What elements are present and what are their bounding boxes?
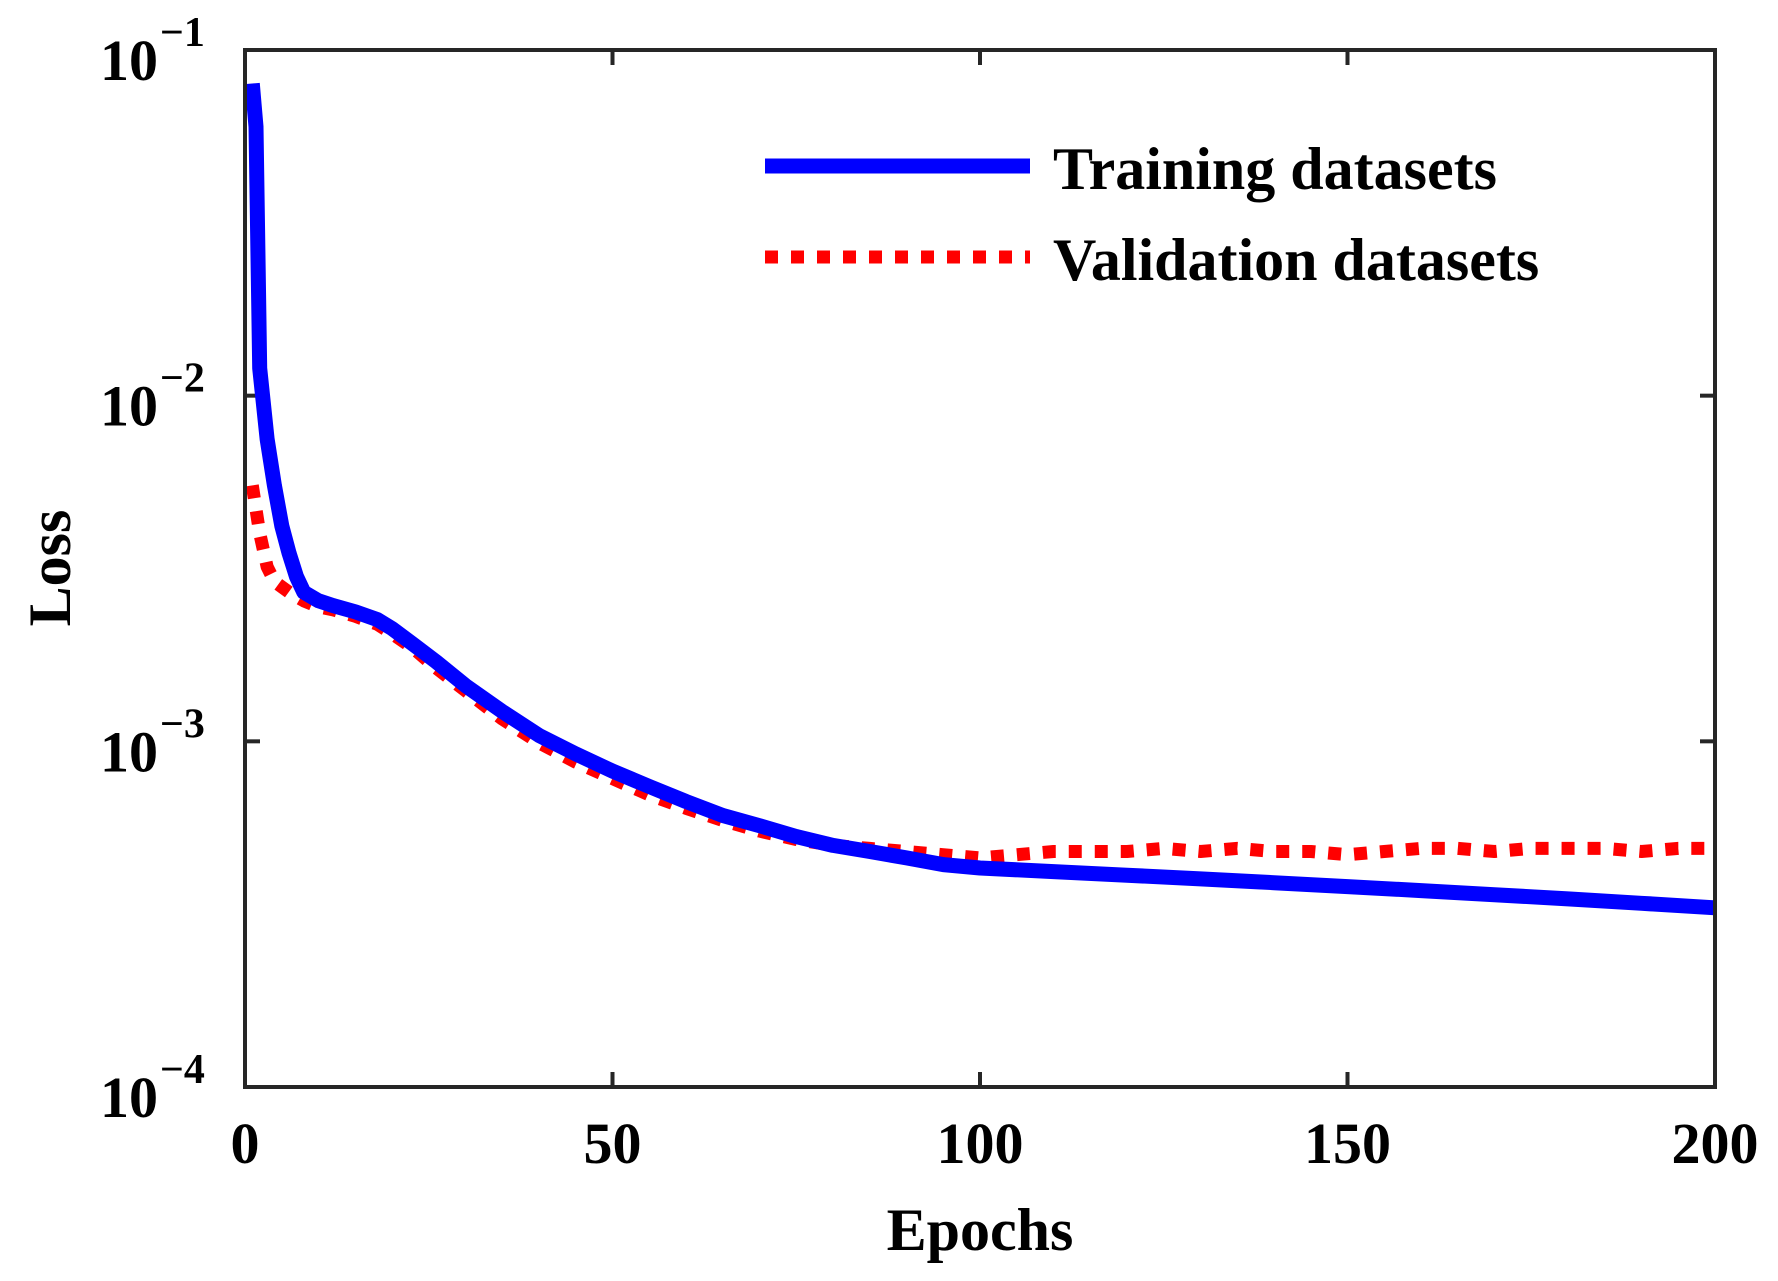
plot-area (245, 50, 1715, 1087)
y-tick-label-base-1: 10 (100, 374, 158, 439)
series-layer (244, 82, 1716, 916)
y-tick-label-base-0: 10 (100, 28, 158, 93)
x-tick-label-3: 150 (1304, 1111, 1391, 1176)
x-tick-label-2: 100 (937, 1111, 1024, 1176)
y-tick-label-2: 10 −3 (100, 701, 205, 784)
y-tick-label-exp-2: −3 (160, 701, 205, 747)
y-tick-label-exp-3: −4 (160, 1047, 205, 1093)
y-tick-label-base-2: 10 (100, 719, 158, 784)
y-tick-label-base-3: 10 (100, 1065, 158, 1130)
series-line-training (244, 82, 1716, 916)
y-tick-label-0: 10 −1 (100, 10, 205, 93)
x-tick-label-4: 200 (1672, 1111, 1759, 1176)
x-tick-label-0: 0 (231, 1111, 260, 1176)
x-tick-label-1: 50 (584, 1111, 642, 1176)
x-axis-label: Epochs (887, 1197, 1074, 1263)
y-tick-labels: 10−110−210−310−4 (100, 10, 205, 1130)
legend-label-validation: Validation datasets (1053, 227, 1539, 293)
legend: Training datasets Validation datasets (765, 136, 1539, 293)
y-tick-label-exp-0: −1 (160, 10, 205, 56)
legend-label-training: Training datasets (1053, 136, 1497, 202)
y-tick-label-exp-1: −2 (160, 356, 205, 402)
y-tick-label-1: 10 −2 (100, 356, 205, 439)
y-axis-label: Loss (17, 510, 83, 627)
x-tick-labels: 0 50 100 150 200 (231, 1111, 1759, 1176)
y-tick-label-3: 10 −4 (100, 1047, 205, 1130)
plot-frame (243, 48, 1717, 1089)
